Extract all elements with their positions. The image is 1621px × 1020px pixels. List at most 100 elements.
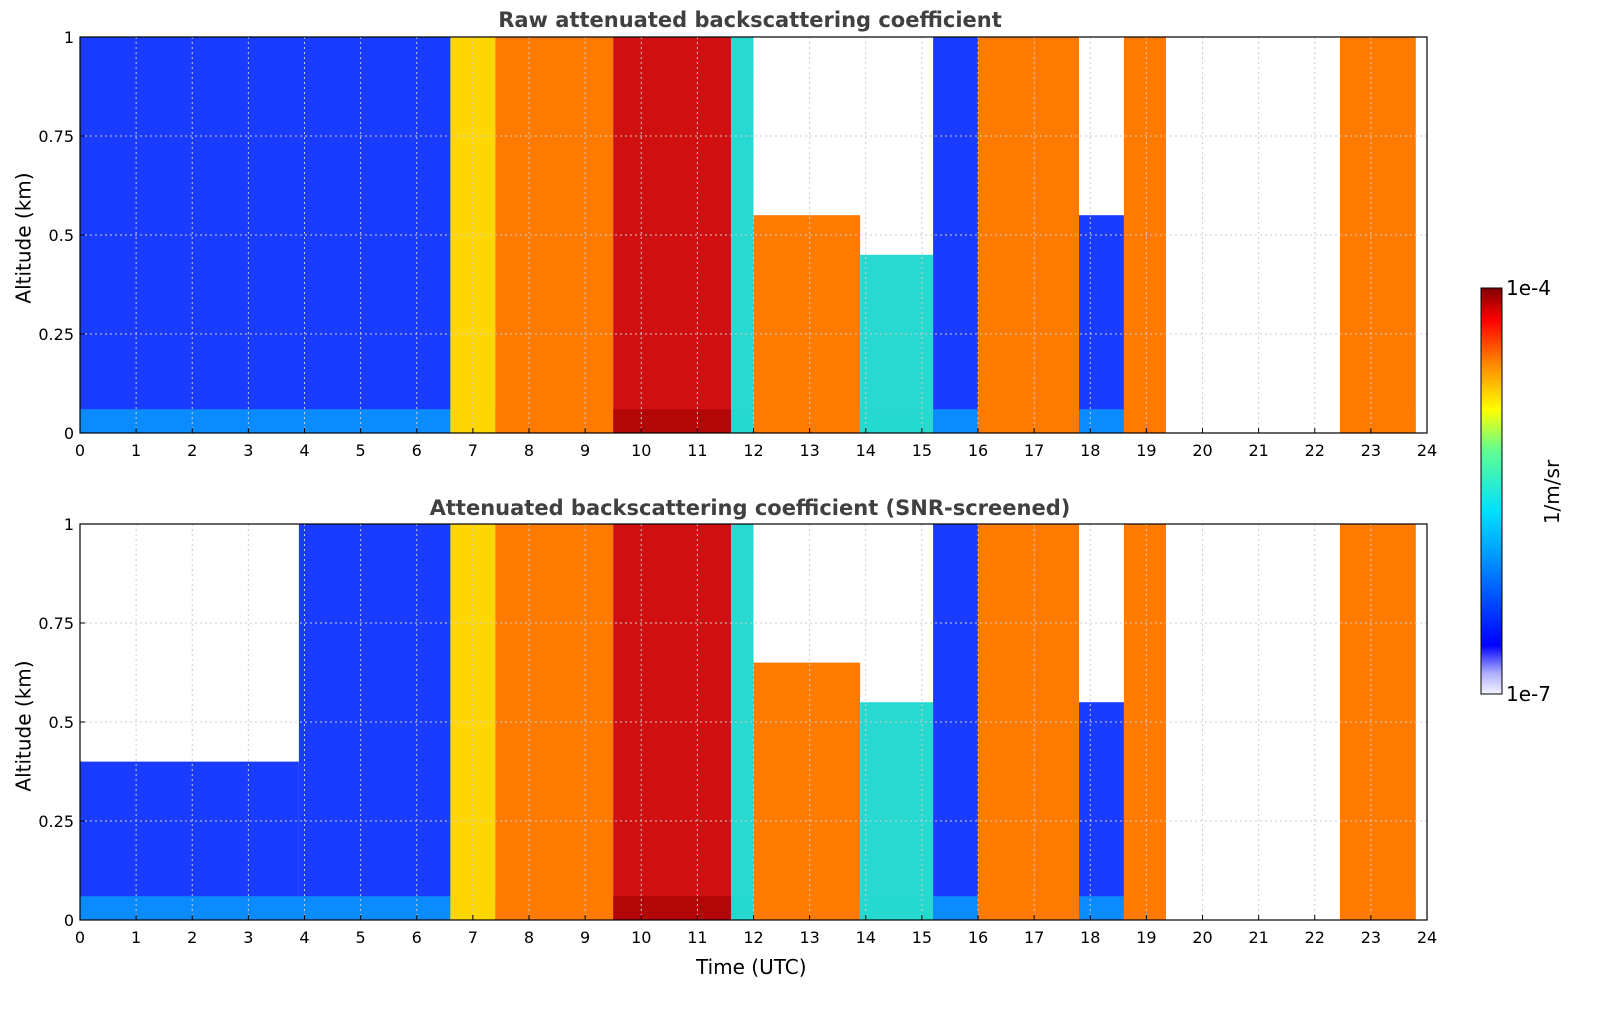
- plot-frame: [79, 523, 1428, 921]
- x-tick-label: 13: [799, 928, 819, 947]
- surface-band: [298, 896, 451, 920]
- surface-band: [1340, 409, 1416, 433]
- colorbar-min-label: 1e-7: [1506, 682, 1551, 706]
- x-tick-label: 22: [1305, 928, 1325, 947]
- y-tick-label: 0: [64, 911, 74, 930]
- surface-band: [978, 409, 1035, 433]
- x-tick-label: 12: [743, 928, 763, 947]
- colorbar-max-label: 1e-4: [1506, 276, 1551, 300]
- x-tick-label: 5: [356, 928, 366, 947]
- x-tick-label: 11: [687, 928, 707, 947]
- x-tick-label: 17: [1024, 928, 1044, 947]
- x-tick-label: 14: [856, 928, 876, 947]
- x-tick-label: 7: [468, 928, 478, 947]
- surface-band: [80, 896, 299, 920]
- panel-1: 0 1 2 3 4 5 6 7 8 9 10 11 12 13 14 15 16 17 18 19 20 21 22 23 24…: [38, 28, 1437, 460]
- surface-band: [1123, 409, 1167, 433]
- surface-band: [1079, 409, 1124, 433]
- surface-band: [933, 409, 978, 433]
- x-tick-label: 4: [299, 441, 309, 460]
- surface-band: [731, 896, 754, 920]
- x-tick-label: 0: [75, 928, 85, 947]
- heatmap-segment: [1079, 702, 1124, 920]
- heatmap-segment: [495, 524, 614, 920]
- heatmap-segment: [1340, 524, 1416, 920]
- x-tick-label: 23: [1361, 928, 1381, 947]
- heatmap-segment: [1079, 215, 1124, 433]
- x-tick-label: 20: [1192, 928, 1212, 947]
- y-tick-label: 0.75: [38, 127, 74, 146]
- heatmap-segment: [80, 761, 299, 920]
- surface-band: [978, 896, 1035, 920]
- surface-band: [860, 409, 934, 433]
- x-tick-label: 8: [524, 441, 534, 460]
- panel-2-xlabel: Time (UTC): [696, 955, 807, 979]
- x-tick-label: 24: [1417, 441, 1437, 460]
- surface-band: [450, 896, 496, 920]
- x-tick-label: 24: [1417, 928, 1437, 947]
- surface-band: [860, 896, 934, 920]
- x-tick-label: 13: [799, 441, 819, 460]
- surface-band: [613, 896, 732, 920]
- y-tick-label: 1: [64, 515, 74, 534]
- x-tick-label: 3: [243, 928, 253, 947]
- x-tick-label: 16: [968, 441, 988, 460]
- heatmap-segment: [860, 254, 934, 433]
- panel-2: 0 1 2 3 4 5 6 7 8 9 10 11 12 13 14 15 16 17 18 19 20 21 22 23 24…: [38, 515, 1437, 947]
- surface-band: [450, 409, 496, 433]
- y-tick-label: 0.75: [38, 614, 74, 633]
- x-tick-label: 20: [1192, 441, 1212, 460]
- x-tick-label: 1: [131, 441, 141, 460]
- y-tick-label: 1: [64, 28, 74, 47]
- x-tick-label: 16: [968, 928, 988, 947]
- surface-band: [80, 409, 451, 433]
- panel-1-title: Raw attenuated backscattering coefficien…: [498, 8, 1002, 32]
- y-tick-label: 0.25: [38, 812, 74, 831]
- surface-band: [1123, 896, 1167, 920]
- x-tick-label: 1: [131, 928, 141, 947]
- x-tick-label: 17: [1024, 441, 1044, 460]
- x-tick-label: 2: [187, 441, 197, 460]
- x-tick-label: 6: [412, 441, 422, 460]
- plot-frame: [79, 36, 1428, 434]
- x-tick-label: 12: [743, 441, 763, 460]
- x-tick-label: 9: [580, 928, 590, 947]
- x-tick-label: 9: [580, 441, 590, 460]
- surface-band: [753, 896, 861, 920]
- x-tick-label: 23: [1361, 441, 1381, 460]
- panel-2-title: Attenuated backscattering coefficient (S…: [429, 496, 1071, 520]
- x-tick-label: 15: [912, 928, 932, 947]
- surface-band: [1034, 896, 1080, 920]
- x-tick-label: 7: [468, 441, 478, 460]
- x-tick-label: 19: [1136, 928, 1156, 947]
- x-tick-label: 6: [412, 928, 422, 947]
- surface-band: [613, 409, 732, 433]
- x-tick-label: 15: [912, 441, 932, 460]
- surface-band: [495, 896, 614, 920]
- x-tick-label: 11: [687, 441, 707, 460]
- x-tick-label: 21: [1248, 441, 1268, 460]
- x-tick-label: 3: [243, 441, 253, 460]
- surface-band: [933, 896, 978, 920]
- surface-band: [731, 409, 754, 433]
- surface-band: [1079, 896, 1124, 920]
- surface-band: [495, 409, 614, 433]
- x-tick-label: 21: [1248, 928, 1268, 947]
- surface-band: [753, 409, 861, 433]
- x-tick-label: 18: [1080, 441, 1100, 460]
- heatmap-segment: [753, 215, 861, 433]
- colorbar: [1480, 287, 1503, 695]
- y-tick-label: 0.5: [49, 226, 74, 245]
- y-tick-label: 0: [64, 424, 74, 443]
- x-tick-label: 4: [299, 928, 309, 947]
- x-tick-label: 18: [1080, 928, 1100, 947]
- heatmap-segment: [753, 662, 861, 920]
- y-tick-label: 0.25: [38, 325, 74, 344]
- surface-band: [1034, 409, 1080, 433]
- x-tick-label: 5: [356, 441, 366, 460]
- x-tick-label: 0: [75, 441, 85, 460]
- x-tick-label: 8: [524, 928, 534, 947]
- surface-band: [1340, 896, 1416, 920]
